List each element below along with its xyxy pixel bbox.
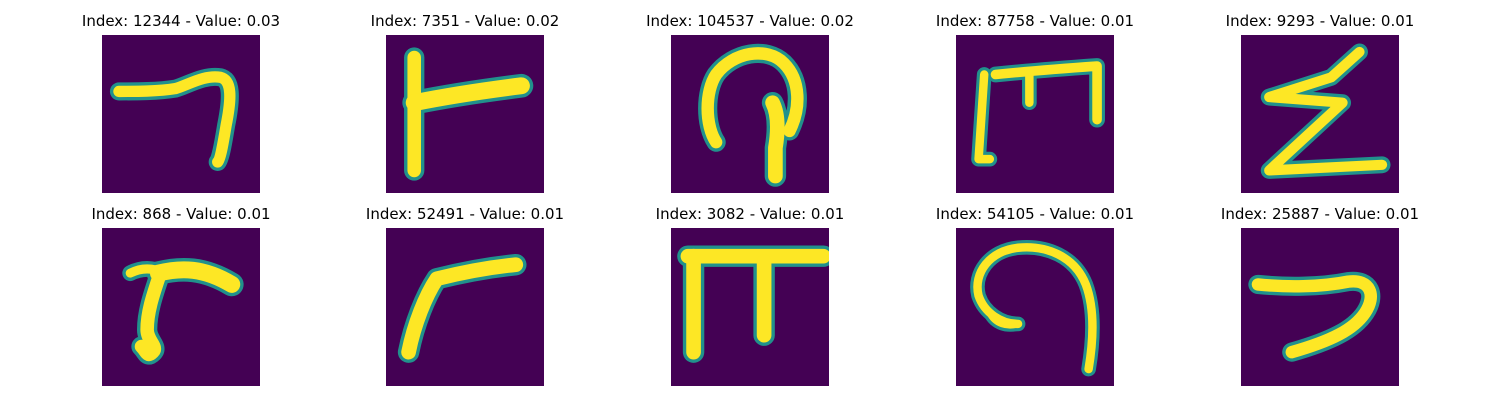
panel-title: Index: 868 - Value: 0.01 <box>91 205 271 223</box>
glyph-image <box>386 228 544 386</box>
panel-title: Index: 7351 - Value: 0.02 <box>370 12 560 30</box>
panel-title: Index: 9293 - Value: 0.01 <box>1225 12 1415 30</box>
panel-title: Index: 52491 - Value: 0.01 <box>365 205 565 223</box>
glyph-image <box>956 228 1114 386</box>
panel-title: Index: 3082 - Value: 0.01 <box>655 205 845 223</box>
glyph-image <box>102 228 260 386</box>
glyph-image <box>1241 228 1399 386</box>
glyph-image <box>956 35 1114 193</box>
panel-title: Index: 104537 - Value: 0.02 <box>646 12 854 30</box>
glyph-image <box>102 35 260 193</box>
glyph-image <box>671 35 829 193</box>
glyph-image <box>1241 35 1399 193</box>
glyph-image <box>386 35 544 193</box>
panel-title: Index: 54105 - Value: 0.01 <box>935 205 1135 223</box>
panel-title: Index: 12344 - Value: 0.03 <box>81 12 281 30</box>
glyph-image <box>671 228 829 386</box>
panel-title: Index: 25887 - Value: 0.01 <box>1220 205 1420 223</box>
panel-title: Index: 87758 - Value: 0.01 <box>935 12 1135 30</box>
